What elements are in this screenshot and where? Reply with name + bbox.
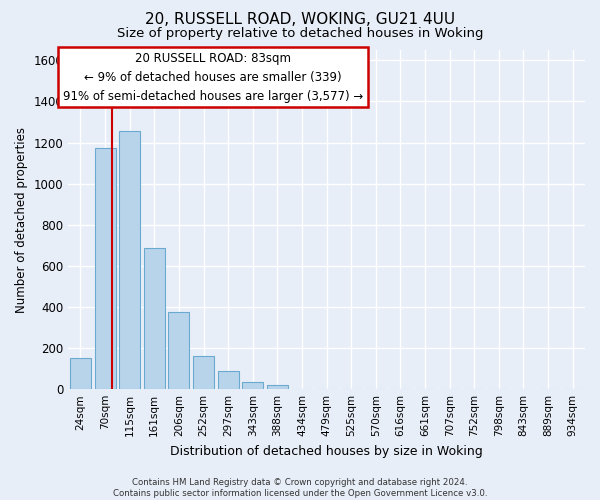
- Bar: [218, 370, 239, 389]
- Y-axis label: Number of detached properties: Number of detached properties: [15, 126, 28, 312]
- Text: 20, RUSSELL ROAD, WOKING, GU21 4UU: 20, RUSSELL ROAD, WOKING, GU21 4UU: [145, 12, 455, 28]
- X-axis label: Distribution of detached houses by size in Woking: Distribution of detached houses by size …: [170, 444, 483, 458]
- Text: 20 RUSSELL ROAD: 83sqm
← 9% of detached houses are smaller (339)
91% of semi-det: 20 RUSSELL ROAD: 83sqm ← 9% of detached …: [63, 52, 363, 102]
- Bar: [242, 382, 263, 389]
- Bar: [144, 248, 165, 389]
- Text: Size of property relative to detached houses in Woking: Size of property relative to detached ho…: [117, 28, 483, 40]
- Bar: [267, 385, 288, 389]
- Text: Contains HM Land Registry data © Crown copyright and database right 2024.
Contai: Contains HM Land Registry data © Crown c…: [113, 478, 487, 498]
- Bar: [169, 312, 190, 389]
- Bar: [193, 356, 214, 389]
- Bar: [95, 148, 116, 389]
- Bar: [70, 358, 91, 389]
- Bar: [119, 131, 140, 389]
